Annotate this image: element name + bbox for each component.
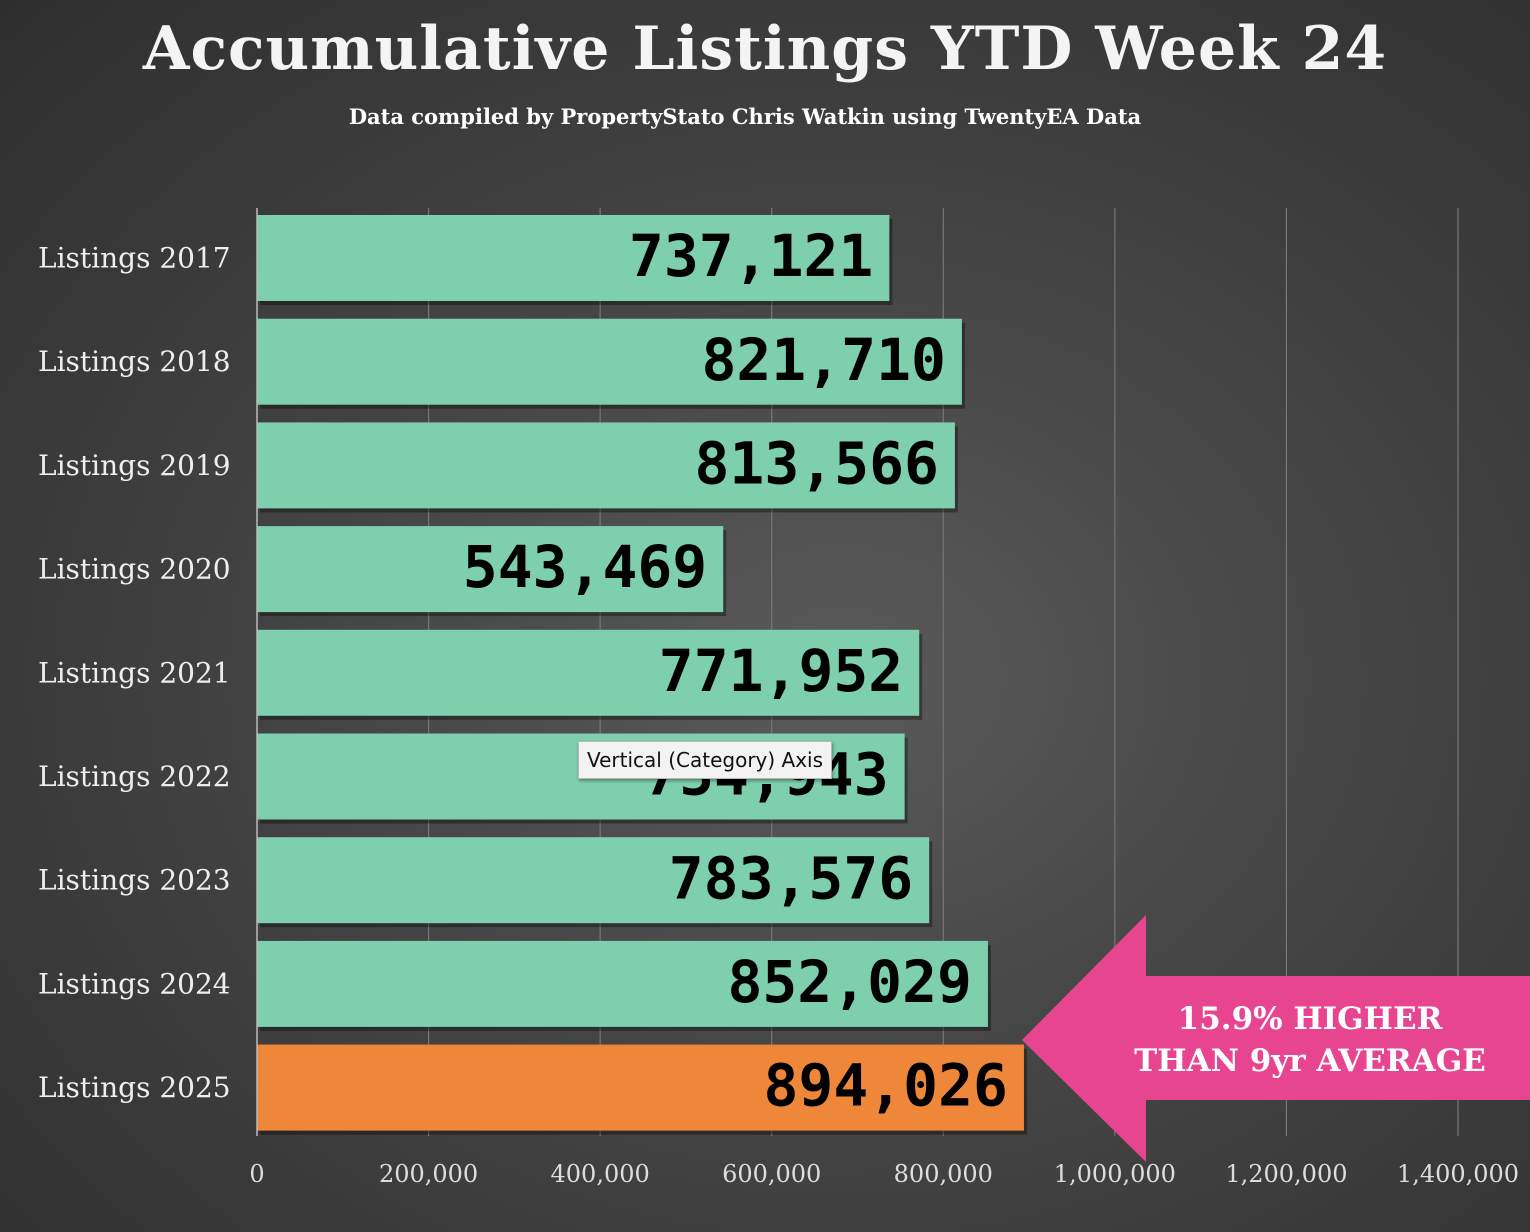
bar[interactable] (257, 318, 962, 405)
bar[interactable] (257, 526, 724, 613)
bar[interactable] (257, 1044, 1024, 1131)
category-label: Listings 2020 (38, 553, 231, 586)
data-label: 543,469 (463, 533, 707, 601)
data-label: 771,952 (659, 637, 903, 705)
x-tick-label: 0 (249, 1160, 264, 1188)
category-label: Listings 2021 (38, 656, 231, 689)
bar[interactable] (257, 629, 920, 716)
data-label: 813,566 (694, 430, 938, 498)
bar[interactable] (257, 422, 955, 509)
category-axis[interactable]: Listings 2017 Listings 2018 Listings 2019 L… (38, 208, 258, 1136)
chart-title: Accumulative Listings YTD Week 24 (142, 14, 1388, 84)
axis-tooltip: Vertical (Category) Axis (578, 741, 833, 779)
category-label: Listings 2019 (38, 449, 231, 482)
callout-line-2: THAN 9yr AVERAGE (1134, 1043, 1486, 1079)
category-label: Listings 2018 (38, 345, 231, 378)
data-label: 783,576 (669, 844, 913, 912)
x-tick-label: 600,000 (722, 1160, 821, 1188)
bar[interactable] (257, 837, 930, 924)
data-label: 852,029 (727, 948, 971, 1016)
category-label: Listings 2023 (38, 864, 231, 897)
category-label: Listings 2024 (38, 967, 231, 1000)
x-tick-label: 1,400,000 (1397, 1160, 1519, 1188)
callout-arrow (1022, 915, 1530, 1162)
data-label: 737,121 (629, 222, 873, 290)
data-label: 894,026 (764, 1052, 1008, 1120)
category-label: Listings 2022 (38, 760, 231, 793)
x-tick-label: 400,000 (551, 1160, 650, 1188)
x-tick-label: 1,200,000 (1225, 1160, 1347, 1188)
x-tick-label: 200,000 (379, 1160, 478, 1188)
data-label: 821,710 (701, 326, 945, 394)
chart-subtitle: Data compiled by PropertyStato Chris Wat… (348, 104, 1142, 129)
x-tick-label: 1,000,000 (1054, 1160, 1176, 1188)
callout-arrow-shape (1022, 915, 1530, 1162)
category-label: Listings 2017 (38, 242, 231, 275)
callout-line-1: 15.9% HIGHER (1177, 1001, 1443, 1037)
category-label: Listings 2025 (38, 1071, 231, 1104)
x-tick-label: 800,000 (894, 1160, 993, 1188)
bar[interactable] (257, 215, 890, 301)
bars[interactable]: 737,121821,710813,566543,469771,952754,9… (257, 215, 1027, 1135)
callout-text: 15.9% HIGHER THAN 9yr AVERAGE (1108, 998, 1512, 1082)
value-axis[interactable]: 0 200,000 400,000 600,000 800,000 1,000,000 1,… (249, 1160, 1519, 1188)
bar[interactable] (257, 940, 988, 1027)
